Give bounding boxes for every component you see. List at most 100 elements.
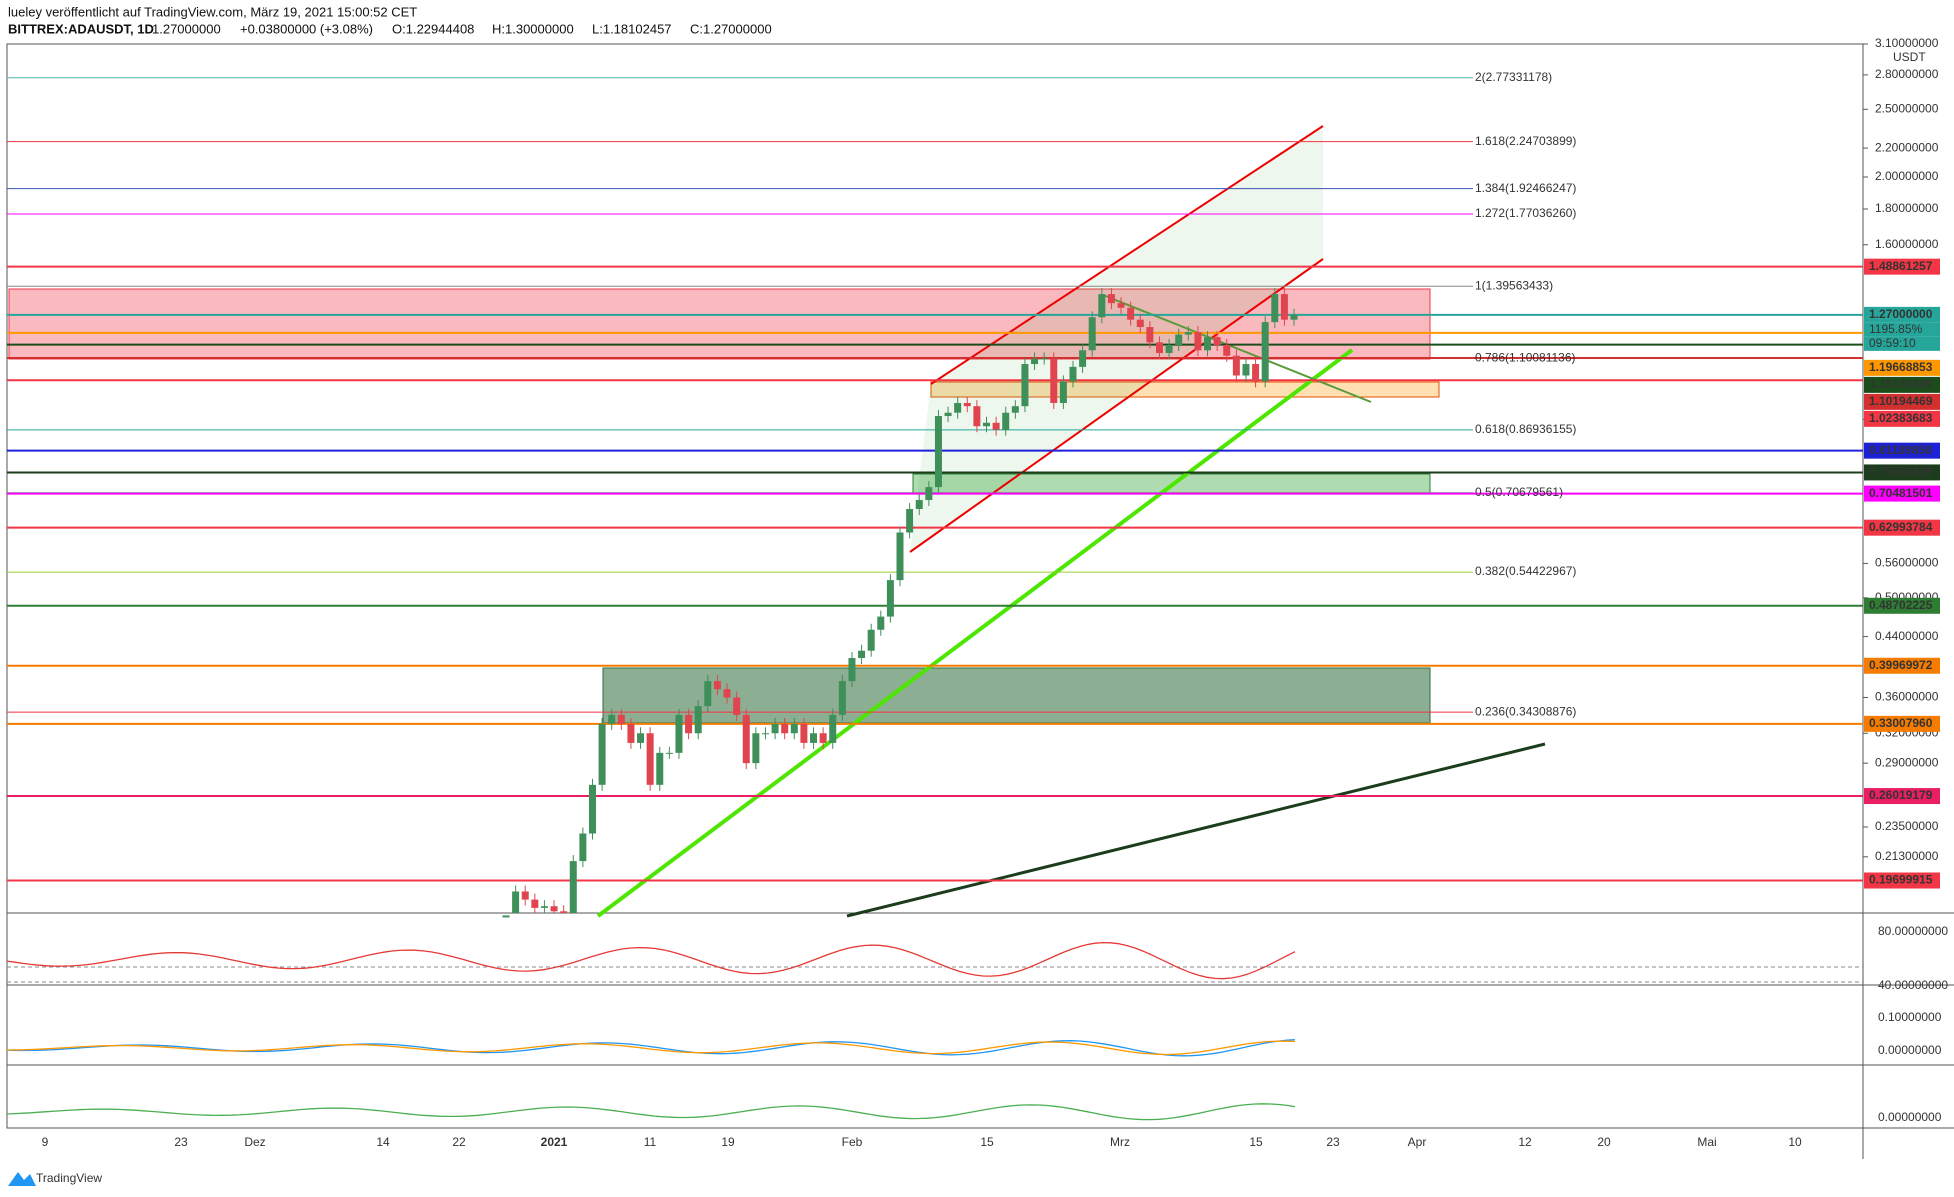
candle bbox=[1204, 337, 1212, 351]
candle bbox=[848, 658, 856, 682]
price-tag-extra: 09:59:10 bbox=[1869, 336, 1916, 350]
candle bbox=[790, 723, 798, 734]
candle bbox=[521, 891, 529, 900]
candle bbox=[1079, 350, 1087, 367]
candle bbox=[858, 650, 866, 659]
y-tick-label: 1.80000000 bbox=[1875, 201, 1939, 215]
publisher: lueley veröffentlicht auf TradingView.co… bbox=[8, 4, 417, 19]
candle bbox=[733, 697, 741, 715]
x-tick-label: 20 bbox=[1597, 1135, 1611, 1149]
change: +0.03800000 (+3.08%) bbox=[240, 21, 373, 36]
y-tick-label: 0.21300000 bbox=[1875, 849, 1939, 863]
low: L:1.18102457 bbox=[592, 21, 672, 36]
candle bbox=[983, 422, 990, 427]
candle bbox=[915, 500, 923, 509]
symbol: BITTREX:ADAUSDT, 1D bbox=[8, 21, 154, 36]
candle bbox=[665, 752, 673, 754]
candle bbox=[588, 784, 596, 834]
rsi-label: 40.00000000 bbox=[1878, 978, 1948, 992]
x-tick-label: 15 bbox=[1249, 1135, 1263, 1149]
candle bbox=[992, 422, 1000, 430]
candle bbox=[540, 906, 548, 908]
candle bbox=[637, 733, 645, 743]
candle bbox=[608, 714, 616, 724]
x-tick-label: 22 bbox=[452, 1135, 466, 1149]
candle bbox=[1002, 412, 1010, 430]
high: H:1.30000000 bbox=[492, 21, 574, 36]
fib-label: 0.786(1.10081136) bbox=[1475, 350, 1576, 364]
last-price: 1.27000000 bbox=[152, 21, 221, 36]
y-tick-label: 2.00000000 bbox=[1875, 169, 1939, 183]
osc-label: 0.00000000 bbox=[1878, 1110, 1942, 1124]
x-tick-label: 15 bbox=[980, 1135, 994, 1149]
x-tick-label: 14 bbox=[376, 1135, 390, 1149]
candle bbox=[656, 752, 664, 785]
candle bbox=[1011, 406, 1019, 413]
macd-label: 0.10000000 bbox=[1878, 1010, 1942, 1024]
candle bbox=[800, 723, 808, 743]
price-tag-label: 0.26019179 bbox=[1869, 788, 1933, 802]
candle bbox=[781, 723, 789, 734]
candle bbox=[1175, 334, 1183, 345]
candle bbox=[771, 723, 779, 734]
x-tick-label: Dez bbox=[244, 1135, 265, 1149]
candle bbox=[646, 733, 654, 785]
indicator-line bbox=[6, 1103, 1296, 1121]
footer bbox=[0, 1159, 1954, 1197]
candle bbox=[934, 416, 942, 488]
candle bbox=[944, 412, 952, 417]
fib-label: 0.236(0.34308876) bbox=[1475, 704, 1576, 718]
price-tag bbox=[1864, 485, 1940, 502]
candle bbox=[877, 616, 885, 630]
indicator-line bbox=[6, 1040, 1296, 1056]
price-tag-label: 1.19668853 bbox=[1869, 360, 1933, 374]
price-tag-label: 0.75568329 bbox=[1869, 465, 1933, 479]
price-tag-label: 1.10194469 bbox=[1869, 394, 1933, 408]
candle bbox=[1261, 322, 1269, 382]
candle bbox=[1146, 327, 1154, 343]
fib-label: 0.382(0.54422967) bbox=[1475, 564, 1576, 578]
price-tag bbox=[1864, 657, 1940, 674]
candle bbox=[704, 681, 712, 707]
candle bbox=[742, 714, 750, 764]
y-tick-label: 2.20000000 bbox=[1875, 140, 1939, 154]
candle bbox=[838, 681, 846, 715]
candle bbox=[829, 714, 837, 743]
indicator-line bbox=[6, 941, 1296, 980]
candle bbox=[1184, 332, 1192, 335]
price-tag bbox=[1864, 258, 1940, 275]
y-tick-label: 0.36000000 bbox=[1875, 690, 1939, 704]
channel-line bbox=[930, 125, 1324, 385]
fib-label: 1.384(1.92466247) bbox=[1475, 181, 1576, 195]
price-tag-label: 1.48861257 bbox=[1869, 259, 1933, 273]
candle bbox=[867, 629, 875, 651]
price-tag-label: 0.70481501 bbox=[1869, 486, 1933, 500]
candle bbox=[1040, 358, 1048, 360]
candle bbox=[886, 580, 894, 617]
x-tick-label: 9 bbox=[42, 1135, 49, 1149]
candle bbox=[1194, 332, 1202, 351]
candle bbox=[1223, 344, 1231, 356]
brand: TradingView bbox=[36, 1171, 102, 1185]
price-tag bbox=[1864, 597, 1940, 614]
candle bbox=[617, 714, 625, 724]
macd-label: 0.00000000 bbox=[1878, 1043, 1942, 1057]
price-tag-label: 0.19699915 bbox=[1869, 873, 1933, 887]
open: O:1.22944408 bbox=[392, 21, 474, 36]
x-tick-label: 23 bbox=[174, 1135, 188, 1149]
candle bbox=[512, 891, 520, 913]
price-tag bbox=[1864, 519, 1940, 536]
trend-line bbox=[596, 348, 1354, 918]
candle bbox=[694, 706, 702, 734]
y-tick-label: 0.56000000 bbox=[1875, 556, 1939, 570]
x-tick-label: Mrz bbox=[1110, 1135, 1130, 1149]
candle bbox=[579, 833, 587, 862]
candle bbox=[531, 899, 539, 908]
x-tick-label: 11 bbox=[644, 1135, 657, 1149]
candle bbox=[761, 733, 769, 735]
candle bbox=[896, 532, 904, 581]
candle bbox=[973, 406, 981, 427]
price-tag bbox=[1864, 410, 1940, 427]
candle bbox=[675, 714, 683, 753]
candle bbox=[925, 487, 933, 501]
